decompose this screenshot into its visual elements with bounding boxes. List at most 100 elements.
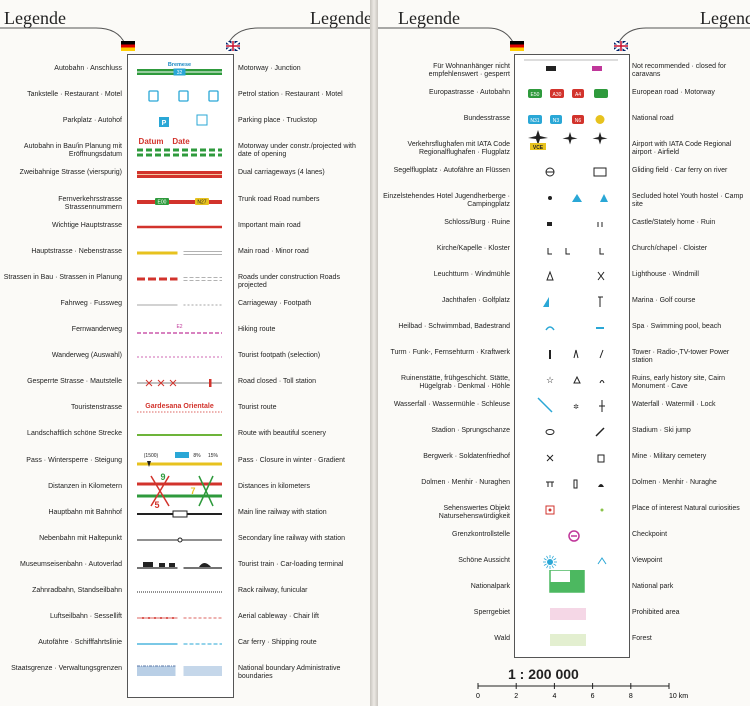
svg-text:7: 7 — [190, 486, 195, 496]
legend-label-de: Bundesstrasse — [463, 115, 510, 122]
legend-label-de: Sperrgebiet — [473, 609, 510, 616]
legend-label-en: Trunk road Road numbers — [238, 195, 320, 203]
legend-label-en: National boundary Administrative boundar… — [238, 665, 341, 681]
legend-label-de: Gesperrte Strasse · Mautstelle — [27, 378, 122, 386]
legend-label-en: Stadium · Ski jump — [632, 427, 691, 434]
legend-label-de: Nebenbahn mit Haltepunkt — [39, 534, 122, 542]
legend-label-de: Jachthafen · Golfplatz — [441, 297, 510, 304]
scale-bar: 0 2 4 6 8 10 km — [476, 683, 688, 700]
legend-label-de: Bergwerk · Soldatenfriedhof — [423, 453, 510, 460]
right-de-title: Legende — [398, 8, 460, 28]
legend-label-en: Prohibited area — [632, 609, 680, 616]
national-road-symbol: N31 N3 N6 — [528, 115, 605, 124]
svg-text:E2: E2 — [176, 324, 182, 330]
header-curve — [0, 27, 370, 45]
legend-label-de: Für Wohnanhänger nicht empfehlenswert · … — [428, 63, 510, 78]
svg-text:VCE: VCE — [533, 145, 544, 151]
legend-label-de: Wasserfall · Wassermühle · Schleuse — [393, 401, 510, 408]
nationalpark-symbol — [549, 570, 585, 593]
legend-label-de: Europastrasse · Autobahn — [429, 89, 510, 96]
motorway-planned-symbol: Datum Date — [137, 138, 222, 157]
legend-label-en: Lighthouse · Windmill — [632, 271, 699, 278]
main-minor-symbol — [137, 250, 222, 255]
legend-label-de: Stadion · Sprungschanze — [431, 427, 510, 434]
motorway-symbol: Bremese 32 — [137, 62, 222, 76]
important-symbol — [137, 225, 222, 228]
prohibited-symbol — [550, 608, 586, 620]
legend-label-de: Fahrweg · Fussweg — [60, 299, 122, 307]
legend-label-en: Tourist train · Car-loading terminal — [238, 560, 344, 568]
legend-label-en: Hiking route — [238, 326, 276, 333]
castle-symbol — [547, 222, 603, 227]
legend-label-de: Zweibahnige Strasse (vierspurig) — [19, 169, 122, 177]
svg-text:A4: A4 — [575, 92, 581, 98]
legend-label-de: Grenzkontrollstelle — [452, 531, 510, 538]
legend-label-en: Road closed · Toll station — [238, 378, 317, 386]
legend-label-de: Distanzen in Kilometern — [48, 482, 122, 490]
scale-tick-label: 6 — [591, 693, 595, 700]
legend-label-de: Verkehrsflughafen mit IATA Code Regional… — [407, 141, 510, 156]
legend-label-en: Route with beautiful scenery — [238, 430, 326, 438]
legend-label-en: Parking place · Truckstop — [238, 117, 317, 125]
legend-label-en: Marina · Golf course — [632, 297, 696, 304]
legend-label-en: Gliding field · Car ferry on river — [632, 167, 728, 174]
left-en-title: Legende — [310, 8, 370, 28]
cableway-symbol — [137, 617, 222, 620]
header-curve-right — [378, 27, 750, 45]
scenic-symbol — [137, 434, 222, 437]
svg-text:Datum: Datum — [139, 138, 164, 146]
legend-label-de: Schöne Aussicht — [458, 557, 510, 564]
legend-label-de: Landschaftlich schöne Strecke — [27, 430, 122, 438]
marina-symbol — [543, 296, 603, 307]
pass-symbol: (1500) 8% 15% — [137, 451, 222, 467]
legend-label-en: Pass · Closure in winter · Gradient — [238, 456, 345, 464]
de-flag-icon-right — [510, 41, 524, 51]
interest-symbol — [545, 505, 604, 515]
svg-text:E50: E50 — [531, 92, 540, 98]
legend-label-en: Main line railway with station — [238, 508, 327, 516]
legend-label-de: Hauptbahn mit Bahnhof — [48, 508, 122, 516]
scale-tick-label: 8 — [629, 693, 633, 700]
legend-label-en: Main road · Minor road — [238, 247, 309, 255]
legend-label-de: Strassen in Bau · Strassen in Planung — [3, 273, 122, 281]
svg-text:N6: N6 — [575, 118, 582, 124]
stadium-symbol — [545, 427, 605, 437]
uk-flag-icon-right — [614, 41, 628, 51]
svg-text:Gardesana Orientale: Gardesana Orientale — [145, 403, 214, 410]
right-page: Legende Legende Für Wohnanhänger nicht e… — [378, 0, 750, 706]
gliding-symbol — [545, 167, 607, 177]
legend-label-de: Autobahn · Anschluss — [54, 65, 122, 72]
legend-label-en: National park — [632, 583, 674, 590]
legend-label-en: Not recommended · closed for caravans — [632, 63, 727, 78]
forest-symbol — [550, 634, 586, 646]
scale-tick-label: 2 — [514, 693, 518, 700]
trunk-symbol: E00 N27 — [137, 197, 222, 205]
legend-label-de: Schloss/Burg · Ruine — [444, 219, 510, 226]
waterfall-symbol: ✲ — [537, 397, 605, 413]
checkpoint-symbol — [568, 530, 580, 542]
legend-label-en: European road · Motorway — [632, 89, 715, 96]
rack-symbol — [137, 591, 222, 593]
legend-label-de: Einzelstehendes Hotel Jugendherberge · C… — [383, 193, 510, 208]
legend-label-de: Staatsgrenze · Verwaltungsgrenzen — [11, 665, 122, 673]
svg-text:Bremese: Bremese — [168, 62, 191, 68]
legend-label-de: Museumseisenbahn · Autoverlad — [20, 560, 122, 568]
legend-label-en: Ruins, early history site, Cairn Monumen… — [632, 375, 725, 390]
legend-label-en: Motorway · Junction — [238, 65, 301, 72]
closed-symbol — [137, 379, 222, 388]
legend-label-en: National road — [632, 115, 674, 122]
svg-text:15%: 15% — [208, 453, 219, 459]
uk-flag-icon — [226, 41, 240, 51]
legend-label-de: Segelflugplatz · Autofähre an Flüssen — [393, 167, 510, 174]
dual-symbol — [137, 171, 222, 179]
legend-label-de: Leuchtturm · Windmühle — [433, 271, 510, 278]
distances-symbol: 9 7 5 — [137, 472, 222, 510]
legend-label-de: Fernwanderweg — [71, 326, 122, 333]
church-symbol — [547, 248, 604, 255]
svg-text:N3: N3 — [553, 118, 560, 124]
svg-text:8%: 8% — [193, 453, 201, 459]
legend-label-en: Motorway under constr./projected with da… — [238, 143, 356, 159]
museum-rail-symbol — [137, 561, 222, 569]
carriageway-symbol — [137, 304, 222, 306]
legend-label-en: Secondary line railway with station — [238, 534, 345, 542]
